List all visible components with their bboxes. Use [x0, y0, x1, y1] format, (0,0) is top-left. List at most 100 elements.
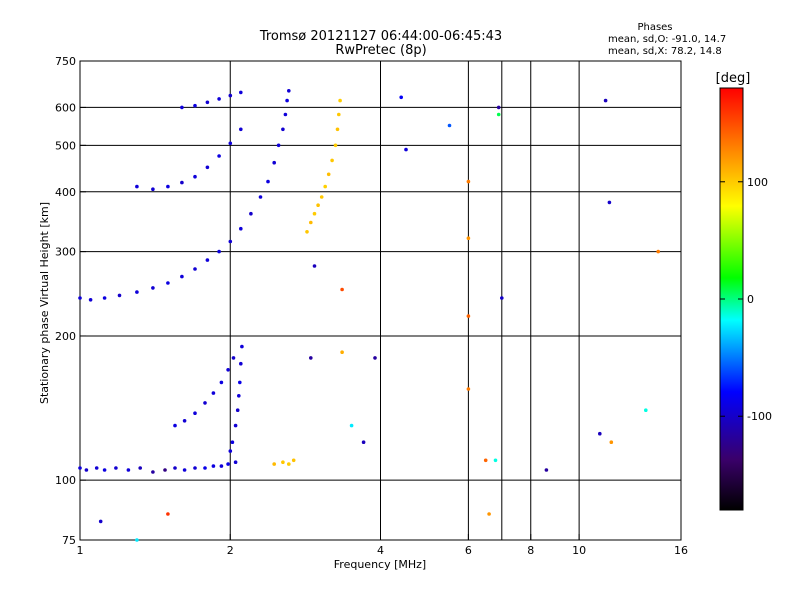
data-point [285, 98, 289, 103]
data-point [493, 458, 498, 463]
data-points [78, 89, 660, 542]
data-point [78, 296, 82, 300]
data-point [193, 103, 197, 108]
data-point [78, 466, 82, 470]
data-point [373, 356, 377, 360]
data-point [117, 293, 122, 298]
x-tick-label: 2 [227, 544, 234, 557]
data-point [231, 356, 236, 360]
data-point [226, 462, 230, 466]
data-point [466, 236, 471, 240]
data-point [319, 195, 324, 199]
data-point [305, 230, 309, 234]
data-point [283, 112, 288, 117]
data-point [287, 89, 291, 93]
data-point [211, 464, 216, 468]
data-point [609, 440, 614, 445]
data-point [180, 180, 184, 185]
data-point [84, 468, 89, 472]
data-point [340, 287, 344, 292]
data-point [326, 172, 331, 177]
data-point [309, 220, 313, 225]
data-point [173, 466, 177, 470]
data-point [603, 98, 608, 103]
data-point [193, 174, 197, 179]
x-tick-label: 16 [674, 544, 688, 557]
data-point [500, 296, 504, 300]
data-point [102, 296, 107, 300]
data-point [228, 93, 233, 98]
data-point [349, 423, 354, 428]
data-point [94, 466, 99, 470]
data-point [237, 394, 241, 398]
data-point [496, 112, 501, 117]
y-tick-label: 600 [55, 101, 76, 114]
data-point [266, 179, 270, 184]
y-tick-label: 75 [62, 534, 76, 547]
data-point [217, 97, 221, 101]
data-point [126, 468, 131, 472]
data-point [607, 200, 612, 205]
data-point [309, 356, 313, 360]
data-point [180, 105, 184, 110]
y-tick-label: 400 [55, 186, 76, 199]
data-point [287, 462, 291, 466]
data-point [330, 158, 334, 163]
data-point [312, 264, 317, 268]
data-point [205, 258, 210, 262]
data-point [337, 112, 341, 117]
data-point [496, 105, 501, 110]
data-point [447, 123, 452, 128]
colorbar-tick-label: -100 [747, 410, 772, 423]
y-tick-label: 500 [55, 139, 76, 152]
data-point [193, 411, 197, 416]
data-point [239, 90, 243, 95]
y-axis-label: Stationary phase Virtual Height [km] [38, 202, 51, 404]
data-point [193, 466, 197, 470]
phase-stats-o: mean, sd,O: -91.0, 14.7 [608, 34, 726, 45]
data-point [404, 147, 408, 152]
data-point [338, 98, 342, 103]
data-point [239, 361, 243, 366]
data-point [233, 423, 238, 428]
data-point [217, 154, 221, 158]
data-point [544, 468, 549, 472]
chart-title-line2: RwPretec (8p) [335, 43, 426, 58]
data-point [163, 468, 167, 472]
data-point [228, 449, 233, 453]
data-point [656, 249, 660, 254]
data-point [258, 195, 263, 199]
colorbar-tick-label: 0 [747, 293, 754, 306]
data-point [114, 466, 118, 470]
data-point [193, 267, 197, 271]
data-point [281, 127, 285, 132]
data-point [333, 143, 338, 148]
chart-title-line1: Tromsø 20121127 06:44:00-06:45:43 [259, 29, 502, 44]
data-point [291, 458, 296, 463]
data-point [98, 519, 103, 524]
data-point [211, 391, 216, 395]
data-point [135, 290, 139, 294]
data-point [466, 314, 471, 318]
data-point [235, 408, 240, 413]
data-point [182, 468, 187, 472]
data-point [312, 211, 317, 216]
data-point [203, 401, 207, 405]
data-point [230, 440, 235, 445]
data-point [88, 298, 93, 302]
x-axis-label: Frequency [MHz] [334, 558, 426, 571]
data-point [238, 380, 242, 385]
data-point [226, 368, 230, 372]
data-point [182, 419, 187, 423]
x-tick-label: 10 [572, 544, 586, 557]
colorbar-unit-label: [deg] [716, 71, 751, 86]
y-tick-label: 300 [55, 246, 76, 259]
x-axis-ticks: 1 2 4 6 8 10 16 [77, 534, 688, 557]
x-tick-label: 4 [377, 544, 384, 557]
data-point [272, 462, 277, 466]
phase-stats-x: mean, sd,X: 78.2, 14.8 [608, 46, 722, 57]
y-tick-label: 750 [55, 55, 76, 68]
data-point [466, 387, 471, 391]
data-point [138, 466, 142, 470]
